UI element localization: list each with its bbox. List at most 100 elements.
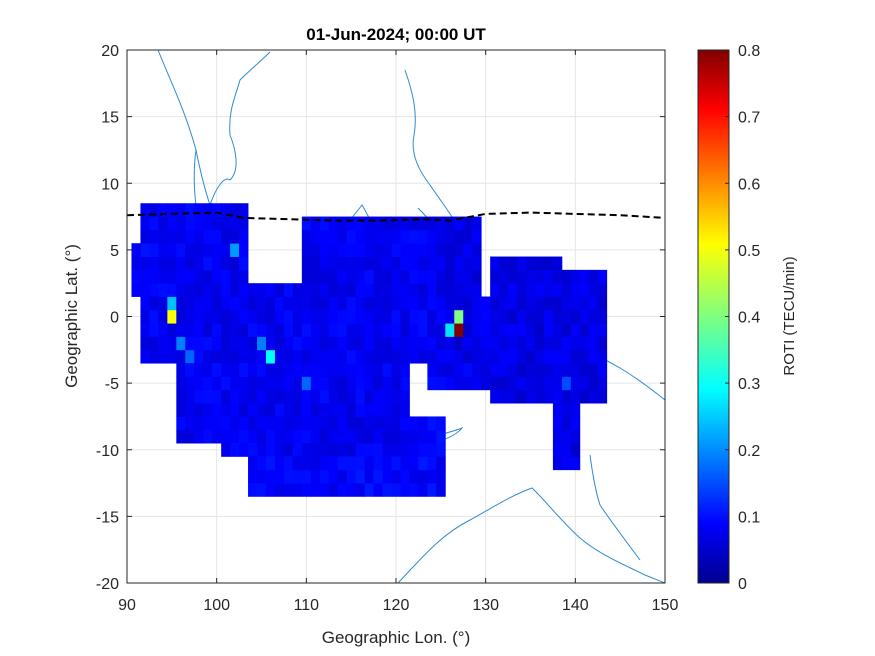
roti-cell	[552, 283, 563, 297]
roti-cell	[436, 469, 446, 484]
roti-cell	[391, 216, 401, 231]
roti-cell	[346, 216, 357, 231]
roti-cell	[579, 363, 590, 377]
roti-cell	[337, 323, 348, 337]
roti-cell	[194, 283, 204, 297]
roti-cell	[185, 309, 195, 324]
roti-cell	[409, 256, 419, 271]
roti-cell	[265, 296, 276, 311]
roti-cell	[409, 229, 419, 244]
roti-cell	[570, 389, 581, 404]
roti-cell	[534, 269, 545, 284]
roti-cell	[454, 243, 464, 257]
roti-cell	[301, 403, 312, 417]
roti-cell	[194, 336, 204, 351]
roti-cell	[364, 389, 374, 404]
roti-cell	[382, 403, 392, 417]
roti-cell	[508, 363, 518, 377]
roti-cell	[167, 349, 177, 364]
roti-cell	[185, 429, 195, 444]
roti-cell	[149, 323, 159, 337]
roti-cell	[409, 309, 419, 324]
roti-cell	[445, 243, 455, 257]
roti-cell	[140, 216, 150, 231]
roti-cell	[543, 363, 554, 377]
roti-cell	[319, 243, 330, 257]
roti-cell	[310, 229, 321, 244]
roti-cell	[543, 256, 554, 271]
roti-cell	[257, 416, 267, 431]
roti-cell	[158, 296, 168, 311]
roti-cell	[561, 443, 572, 457]
roti-cell	[427, 283, 437, 297]
roti-cell	[570, 363, 581, 377]
roti-cell	[517, 309, 527, 324]
colorbar-tick-label: 0.7	[738, 110, 760, 127]
roti-cell	[203, 429, 213, 444]
roti-cell	[543, 389, 554, 404]
roti-cell	[203, 203, 213, 217]
roti-cell	[373, 309, 383, 324]
roti-cell	[570, 456, 581, 471]
roti-cell	[346, 243, 357, 257]
roti-cell	[597, 309, 608, 324]
roti-cell	[364, 376, 374, 391]
roti-cell	[418, 429, 428, 444]
roti-cell	[346, 469, 357, 484]
roti-cell	[445, 309, 455, 324]
roti-cell	[230, 389, 240, 404]
roti-cell	[463, 296, 473, 311]
roti-cell	[499, 376, 509, 391]
roti-cell	[283, 336, 294, 351]
roti-cell	[212, 336, 222, 351]
roti-cell	[230, 376, 240, 391]
roti-cell	[364, 283, 374, 297]
roti-cell	[364, 216, 374, 231]
roti-cell	[328, 389, 339, 404]
roti-cell	[463, 349, 473, 364]
roti-cell	[149, 243, 159, 257]
roti-cell	[418, 216, 428, 231]
roti-cell	[552, 296, 563, 311]
roti-cell	[454, 283, 464, 297]
roti-cell	[391, 363, 401, 377]
roti-cell	[310, 403, 321, 417]
roti-cell	[597, 323, 608, 337]
roti-cell	[382, 323, 392, 337]
roti-cell	[570, 323, 581, 337]
roti-cell	[490, 389, 500, 404]
roti-cell	[328, 376, 339, 391]
roti-cell	[526, 323, 536, 337]
roti-cell	[221, 363, 231, 377]
roti-cell	[310, 456, 321, 471]
roti-cell	[391, 256, 401, 271]
roti-cell	[301, 483, 312, 497]
roti-cell	[149, 216, 159, 231]
roti-cell	[319, 309, 330, 324]
roti-cell	[319, 376, 330, 391]
roti-cell	[454, 229, 464, 244]
roti-cell	[472, 349, 482, 364]
roti-cell	[382, 483, 392, 497]
roti-cell	[310, 443, 321, 457]
roti-cell	[212, 283, 222, 297]
roti-cell	[534, 283, 545, 297]
roti-cell	[400, 243, 410, 257]
roti-cell	[149, 203, 159, 217]
roti-cell	[490, 256, 500, 271]
roti-cell	[391, 283, 401, 297]
roti-cell	[382, 389, 392, 404]
roti-cell	[221, 323, 231, 337]
roti-cell	[149, 349, 159, 364]
roti-cell	[490, 336, 500, 351]
roti-cell	[301, 296, 312, 311]
roti-cell	[203, 256, 213, 271]
roti-cell	[454, 296, 464, 311]
roti-cell	[472, 283, 482, 297]
roti-cell	[176, 296, 186, 311]
roti-cell	[239, 429, 249, 444]
roti-cell	[319, 429, 330, 444]
roti-cell	[212, 349, 222, 364]
roti-cell	[212, 243, 222, 257]
roti-cell	[427, 363, 437, 377]
